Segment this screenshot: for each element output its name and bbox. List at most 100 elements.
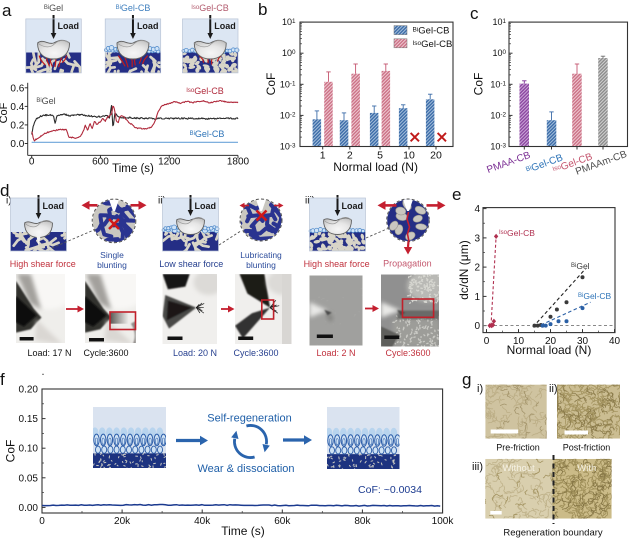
svg-text:0: 0 — [29, 157, 35, 168]
svg-text:1: 1 — [320, 150, 326, 162]
svg-text:g: g — [462, 370, 471, 389]
svg-text:BiGel: BiGel — [36, 96, 55, 106]
svg-text:Load: 20 N: Load: 20 N — [173, 348, 217, 358]
svg-text:High shear force: High shear force — [10, 259, 76, 269]
svg-text:40: 40 — [609, 336, 621, 347]
svg-text:10-1: 10-1 — [490, 79, 506, 89]
svg-text:Low shear force: Low shear force — [159, 259, 223, 269]
svg-text:80k: 80k — [354, 516, 371, 527]
svg-text:Load: 17 N: Load: 17 N — [27, 348, 71, 358]
svg-text:10-3: 10-3 — [490, 142, 506, 152]
svg-text:CoF: CoF — [0, 102, 10, 123]
svg-text:High shear force: High shear force — [304, 259, 370, 269]
svg-text:iii): iii) — [472, 461, 483, 473]
svg-text:Lubricating: Lubricating — [240, 250, 282, 260]
svg-text:10: 10 — [403, 150, 415, 162]
svg-text:Normal load (N): Normal load (N) — [507, 343, 592, 357]
svg-text:IsoGel-CB: IsoGel-CB — [191, 3, 229, 13]
svg-text:CoF: ~0.0034: CoF: ~0.0034 — [358, 484, 422, 496]
svg-text:100k: 100k — [432, 516, 455, 527]
svg-text:4: 4 — [474, 204, 480, 215]
svg-text:i): i) — [6, 196, 12, 207]
svg-text:Load: Load — [214, 21, 236, 31]
svg-text:0.0: 0.0 — [10, 139, 24, 150]
svg-text:Propagation: Propagation — [383, 259, 432, 269]
svg-text:20: 20 — [545, 336, 557, 347]
svg-text:60k: 60k — [274, 516, 291, 527]
svg-text:Single: Single — [100, 250, 124, 260]
svg-text:Pre-friction: Pre-friction — [496, 443, 540, 453]
svg-text:a: a — [2, 1, 12, 20]
svg-text:BiGel-CB: BiGel-CB — [116, 3, 151, 13]
svg-text:Time (s): Time (s) — [221, 524, 265, 538]
svg-text:Time (s): Time (s) — [112, 163, 154, 175]
svg-text:100: 100 — [492, 48, 506, 58]
svg-text:Cycle:3600: Cycle:3600 — [83, 348, 128, 358]
svg-text:0.10: 0.10 — [19, 444, 39, 455]
svg-text:Wear & dissociation: Wear & dissociation — [197, 463, 294, 475]
svg-text:Cycle:3600: Cycle:3600 — [385, 348, 430, 358]
svg-text:IsoGel-CB: IsoGel-CB — [499, 228, 535, 238]
svg-text:f: f — [0, 370, 5, 389]
svg-text:IsoGel-CB: IsoGel-CB — [413, 39, 453, 50]
svg-text:0.2: 0.2 — [10, 120, 24, 131]
svg-text:b: b — [258, 0, 267, 19]
svg-text:BiGel-CB: BiGel-CB — [578, 291, 612, 301]
svg-text:CoF: CoF — [4, 440, 18, 463]
svg-text:BiGel-CB: BiGel-CB — [413, 26, 450, 37]
svg-text:0.00: 0.00 — [19, 503, 39, 514]
svg-text:blunting: blunting — [246, 260, 276, 270]
svg-text:BiGel: BiGel — [571, 261, 590, 271]
svg-text:d: d — [0, 181, 9, 200]
svg-text:10-2: 10-2 — [280, 110, 296, 120]
svg-text:101: 101 — [282, 17, 296, 27]
svg-text:0.05: 0.05 — [19, 473, 39, 484]
svg-text:c: c — [470, 4, 479, 23]
svg-text:Load: Load — [43, 201, 65, 211]
svg-text:0.15: 0.15 — [19, 414, 39, 425]
svg-text:BiGel: BiGel — [44, 3, 63, 13]
svg-text:blunting: blunting — [97, 260, 127, 270]
svg-text:30: 30 — [577, 336, 589, 347]
svg-text:dc/dN (μm): dc/dN (μm) — [457, 240, 471, 300]
svg-text:ii): ii) — [549, 383, 558, 395]
svg-text:5: 5 — [377, 150, 383, 162]
svg-text:1200: 1200 — [158, 157, 181, 168]
svg-text:ii): ii) — [158, 196, 166, 207]
svg-text:10-2: 10-2 — [490, 110, 506, 120]
svg-text:0.4: 0.4 — [10, 102, 24, 113]
svg-text:Post-friction: Post-friction — [563, 443, 611, 453]
svg-text:100: 100 — [282, 48, 296, 58]
svg-text:PMAA-CB: PMAA-CB — [485, 150, 532, 176]
svg-text:2: 2 — [347, 150, 353, 162]
svg-text:0.20: 0.20 — [19, 385, 39, 396]
svg-text:i): i) — [477, 383, 483, 395]
svg-text:Load: Load — [195, 201, 217, 211]
svg-text:10-3: 10-3 — [280, 142, 296, 152]
svg-text:Regeneration boundary: Regeneration boundary — [503, 528, 603, 539]
svg-text:20: 20 — [430, 150, 442, 162]
svg-text:600: 600 — [92, 157, 109, 168]
svg-text:Cycle:3600: Cycle:3600 — [233, 348, 278, 358]
svg-text:Self-regeneration: Self-regeneration — [207, 413, 291, 425]
svg-text:0: 0 — [39, 516, 45, 527]
svg-text:CoF: CoF — [472, 73, 486, 96]
svg-text:Without: Without — [502, 463, 535, 474]
svg-text:2: 2 — [474, 263, 480, 274]
svg-text:10-1: 10-1 — [280, 79, 296, 89]
svg-text:0: 0 — [484, 336, 490, 347]
svg-text:101: 101 — [492, 17, 506, 27]
svg-text:0.6: 0.6 — [10, 83, 24, 94]
svg-text:Load: 2 N: Load: 2 N — [316, 348, 355, 358]
svg-text:Load: Load — [342, 201, 364, 211]
svg-text:BiGel-CB: BiGel-CB — [190, 129, 225, 139]
svg-text:10: 10 — [513, 336, 525, 347]
svg-text:40k: 40k — [194, 516, 211, 527]
svg-text:With: With — [577, 463, 596, 474]
svg-text:Normal load (N): Normal load (N) — [333, 160, 418, 174]
svg-text:e: e — [452, 185, 461, 204]
svg-text:Load: Load — [58, 21, 80, 31]
svg-text:1: 1 — [474, 292, 480, 303]
svg-text:Load: Load — [137, 21, 159, 31]
svg-text:CoF: CoF — [264, 73, 278, 96]
